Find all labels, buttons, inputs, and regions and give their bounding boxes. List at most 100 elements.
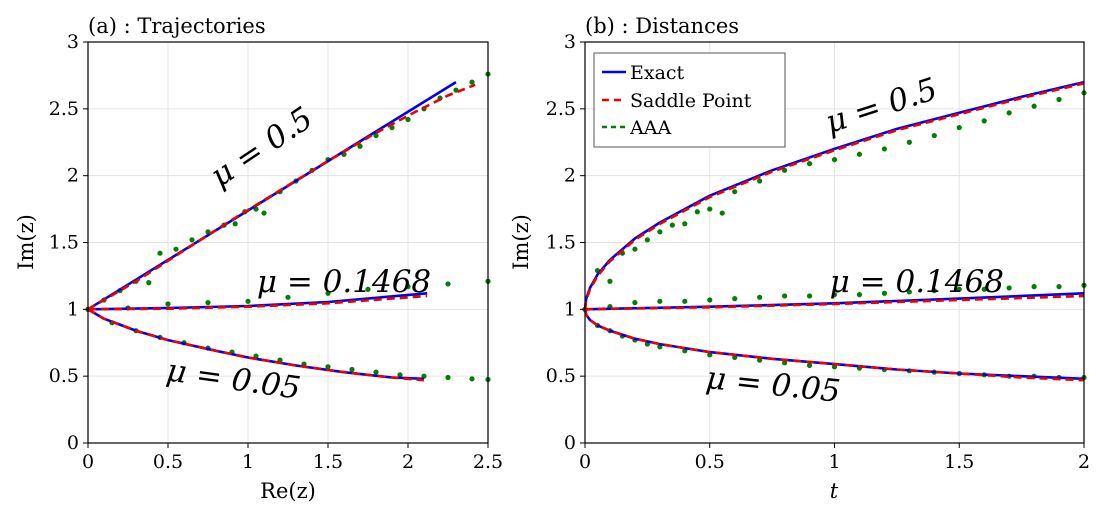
curve-label: μ = 0.5 [821,71,942,141]
aaa-point [405,284,411,290]
aaa-point [931,288,937,294]
aaa-point [931,132,937,139]
aaa-point [325,290,331,296]
saddle-point-line [87,308,425,382]
x-tick-label: 1 [242,451,254,473]
aaa-point [981,118,987,124]
saddle-point-line [87,83,476,311]
panel-b: (b) : Distances 0 0.5 1 1.5 2 0 0.5 1 1.5 2 2.5 3 μ… [509,14,1090,503]
aaa-point [831,157,838,163]
aaa-point [445,374,451,381]
aaa-point [831,292,838,298]
aaa-point [285,294,291,300]
aaa-point [405,116,411,123]
aaa-point [806,362,813,369]
panel-a-series [85,71,491,383]
curve-label: μ = 0.05 [704,360,842,410]
aaa-point [657,229,663,235]
aaa-point [669,222,675,228]
panel-b-annotations: μ = 0.5 μ = 0.1468 μ = 0.05 [704,71,1004,410]
x-tick-label: 0.5 [153,451,183,473]
y-tick-label: 0.5 [546,365,576,387]
aaa-point [906,289,912,295]
aaa-point [644,237,650,243]
aaa-point [981,286,987,292]
x-tick-label: 1.5 [313,451,343,473]
curve-label: μ = 0.5 [204,100,320,194]
x-tick-label: 0 [82,451,94,473]
aaa-point [205,300,211,306]
legend-box [593,52,786,148]
y-tick-label: 2.5 [546,98,576,120]
curve-label: μ = 0.1468 [257,264,431,300]
aaa-point [261,210,267,216]
aaa-point [682,221,688,227]
aaa-point [881,146,888,152]
panel-b-frame [584,41,1085,444]
x-tick-label: 0.5 [695,451,725,473]
panel-b-xlabel: t [830,479,839,503]
aaa-point [806,161,813,167]
aaa-point [657,298,663,304]
saddle-point-line [87,294,428,311]
y-tick-label: 3 [564,31,576,53]
aaa-point [373,369,379,375]
aaa-point [349,366,355,373]
aaa-point [757,178,763,184]
y-tick-label: 2.5 [49,98,79,120]
aaa-point [1056,284,1062,290]
aaa-point [906,139,912,145]
aaa-point [1056,96,1062,103]
y-tick-label: 0.5 [49,365,79,387]
aaa-point [232,221,238,227]
panel-b-series [582,80,1087,382]
y-tick-label: 1 [67,298,79,320]
legend-exact-label: Exact [630,62,685,84]
legend-saddle-label: Saddle Point [630,90,752,112]
aaa-point [469,376,475,382]
saddle-point-line [583,309,1085,382]
aaa-point [146,280,152,286]
panel-a-frame [87,41,489,444]
aaa-point [373,132,379,139]
aaa-point [173,246,179,252]
aaa-point [365,286,371,292]
panel-b-title: (b) : Distances [585,14,739,38]
panel-a-xlabel: Re(z) [260,479,316,503]
saddle-point-line [584,294,1085,311]
aaa-point [956,286,962,292]
x-tick-label: 1 [828,451,840,473]
panel-a-title: (a) : Trajectories [88,14,266,38]
legend-aaa-label: AAA [629,117,671,139]
aaa-point [397,372,403,378]
aaa-point [782,360,788,366]
aaa-point [732,189,738,195]
aaa-point [1031,284,1037,290]
aaa-point [469,79,475,85]
curve-label: μ = 0.1468 [830,264,1004,300]
y-tick-label: 1.5 [546,232,576,254]
x-tick-label: 2.5 [473,451,503,473]
aaa-point [856,151,863,157]
aaa-point [856,292,863,298]
x-tick-label: 2 [1078,451,1090,473]
aaa-point [694,209,700,215]
aaa-point [707,297,713,303]
aaa-point [607,278,613,284]
aaa-point [732,296,738,302]
aaa-point [707,206,713,212]
aaa-point [189,237,195,243]
legend: Exact Saddle Point AAA [593,52,786,148]
aaa-point [445,281,451,287]
x-tick-label: 1.5 [944,451,974,473]
aaa-point [325,364,331,370]
y-tick-label: 2 [564,165,576,187]
panel-b-ticks: 0 0.5 1 1.5 2 0 0.5 1 1.5 2 2.5 3 [546,31,1090,473]
x-tick-label: 2 [402,451,414,473]
y-tick-label: 0 [67,432,79,454]
aaa-point [782,293,788,299]
aaa-point [632,300,638,306]
panel-a-ylabel: Im(z) [14,214,38,270]
